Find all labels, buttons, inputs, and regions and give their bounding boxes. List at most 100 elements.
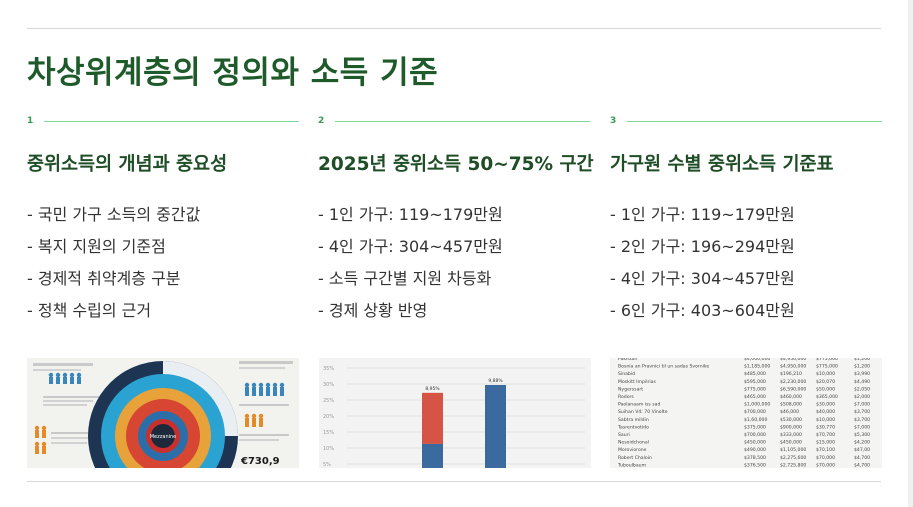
bar-data-label: 9,88% [488, 378, 503, 384]
table-cell: Rodors [618, 394, 634, 400]
table-row: Robert Chaloin $378,500 $2,275,600 $70,000 $… [618, 455, 870, 461]
table-cell: $1,185,000 [744, 364, 770, 370]
table-cell: Robert Chaloin [618, 455, 652, 461]
bullet-item: - 6인 가구: 403~604만원 [610, 301, 795, 320]
table-cell: $450,000 [744, 440, 766, 446]
step-indicator: 2 [318, 114, 590, 128]
bullet-item: - 4인 가구: 304~457만원 [318, 237, 503, 256]
table-cell: $775,000 [744, 386, 766, 392]
scrollbar[interactable] [908, 0, 913, 507]
table-cell: $70,100 [816, 447, 835, 453]
bullet-item: - 4인 가구: 304~457만원 [610, 269, 795, 288]
table-cell: $775,000 [816, 364, 838, 370]
concentric-rings [88, 361, 238, 468]
step-number: 3 [610, 116, 617, 126]
table-cell: $70,700 [816, 432, 835, 438]
table-row: Suihan V4: 70 Vinolte $700,000 $46,000 $40,… [618, 409, 870, 415]
table-row: Nygerssart $775,000 $6,590,000 $50,000 $2,05… [618, 386, 870, 392]
top-divider [27, 28, 881, 29]
step-divider [335, 120, 590, 122]
table-cell: $485,000 [744, 371, 766, 377]
table-cell: $70,000 [816, 462, 835, 468]
bullet-list: - 1인 가구: 119~179만원 - 4인 가구: 304~457만원 - … [318, 199, 590, 327]
table-cell: $2,230,000 [780, 379, 806, 385]
bottom-divider [27, 481, 881, 482]
bullet-item: - 소득 구간별 지원 차등화 [318, 269, 492, 288]
table-cell: $490,000 [744, 447, 766, 453]
step-divider [44, 120, 299, 122]
left-callouts [33, 363, 101, 454]
table-row: Bosnia an Pravnici til un sadas Svornike… [618, 364, 870, 370]
table-cell: $15,000 [816, 440, 835, 446]
table-cell: $196,210 [780, 371, 802, 377]
table-cell: $2,000 [854, 394, 870, 400]
table-cell: $700,000 [744, 409, 766, 415]
table-cell: $30,000 [816, 402, 835, 408]
chart-bar [485, 385, 506, 468]
table-row: Tuboulbaum $376,500 $2,725,800 $70,000 $4,70… [617, 462, 870, 468]
table-cell: $20,070 [816, 379, 835, 385]
bullet-item: - 복지 지원의 기준점 [27, 237, 166, 256]
table-cell: $4,950,000 [780, 364, 806, 370]
table-cell: $375,000 [744, 424, 766, 430]
bullet-item: - 경제 상황 반영 [318, 301, 428, 320]
table-row: Moroviorone $490,000 $1,105,000 $70,100 $47,… [618, 447, 870, 453]
step-number: 2 [318, 116, 325, 126]
table-cell: $10,000 [816, 417, 835, 423]
table-cell: Suihan V4: 70 Vinolte [618, 409, 668, 415]
table-cell: $6,590,000 [780, 386, 806, 392]
section-column-3: 3 가구원 수별 중위소득 기준표 - 1인 가구: 119~179만원 - 2… [610, 114, 882, 327]
table-cell: $3,700 [854, 417, 870, 423]
y-tick-label: 5% [323, 462, 331, 468]
table-cell: $465,000 [744, 394, 766, 400]
table-cell: $508,000 [780, 402, 802, 408]
y-tick-label: 25% [323, 398, 334, 404]
table-row: Sauri $700,000 $333,000 $70,700 $5,300 [618, 432, 870, 438]
bullet-item: - 1인 가구: 119~179만원 [610, 205, 795, 224]
bullet-item: - 정책 수립의 근거 [27, 301, 152, 320]
table-cell: $2,050 [854, 386, 870, 392]
table-cell: Tuboulbaum [617, 462, 647, 468]
table-cell: $70,000 [816, 455, 835, 461]
table-cell: $1,60,000 [744, 417, 767, 423]
table-cell: $1,200 [854, 364, 870, 370]
table-row: Paolanaam iss sad $1,000,000 $508,000 $30,0… [618, 402, 870, 408]
table-row: Pakistan $4,000,000 $4,950,000 $775,000 $1,2… [618, 358, 870, 362]
chart-bar-base [422, 443, 443, 468]
bar-data-label: 8,95% [425, 386, 440, 392]
table-cell: $595,000 [744, 379, 766, 385]
table-cell: Sinabid [618, 371, 635, 377]
bullet-item: - 2인 가구: 196~294만원 [610, 237, 795, 256]
section-title: 가구원 수별 중위소득 기준표 [610, 154, 834, 175]
y-tick-label: 15% [323, 430, 334, 436]
section-title: 2025년 중위소득 50~75% 구간 [318, 154, 594, 175]
y-tick-label: 35% [323, 366, 334, 372]
infographic-center-label: Mezzanine [150, 434, 177, 440]
table-cell: Pakistan [618, 358, 637, 362]
table-cell: $7,000 [854, 424, 870, 430]
step-divider [627, 120, 882, 122]
table-cell: Bosnia an Pravnici til un sadas Svornike [618, 364, 709, 370]
table-cell: $530,000 [780, 417, 802, 423]
table-cell: $333,000 [780, 432, 802, 438]
step-number: 1 [27, 116, 34, 126]
table-cell: $1,000,000 [744, 402, 770, 408]
table-cell: Moroviorone [618, 447, 647, 453]
chart-bar [422, 392, 443, 444]
table-cell: $5,300 [854, 432, 870, 438]
table-cell: $3,700 [854, 409, 870, 415]
table-cell: $4,000,000 [744, 358, 770, 362]
table-row: Sinabid $485,000 $196,210 $10,000 $3,990 [618, 371, 870, 377]
bullet-item: - 경제적 취약계층 구분 [27, 269, 181, 288]
table-cell: $4,700 [854, 462, 870, 468]
table-cell: $365,000 [816, 394, 838, 400]
table-cell: $376,500 [744, 462, 766, 468]
bullet-item: - 1인 가구: 119~179만원 [318, 205, 503, 224]
table-cell: $50,000 [816, 386, 835, 392]
table-cell: $2,275,600 [780, 455, 806, 461]
table-row: Moskitt Impilrias $595,000 $2,230,000 $20,0… [618, 379, 870, 385]
bullet-item: - 국민 가구 소득의 중간값 [27, 205, 201, 224]
table-cell: $7,000 [854, 402, 870, 408]
table-cell: Moskitt Impilrias [618, 379, 656, 385]
table-cell: Tasrentvotido [617, 424, 649, 430]
